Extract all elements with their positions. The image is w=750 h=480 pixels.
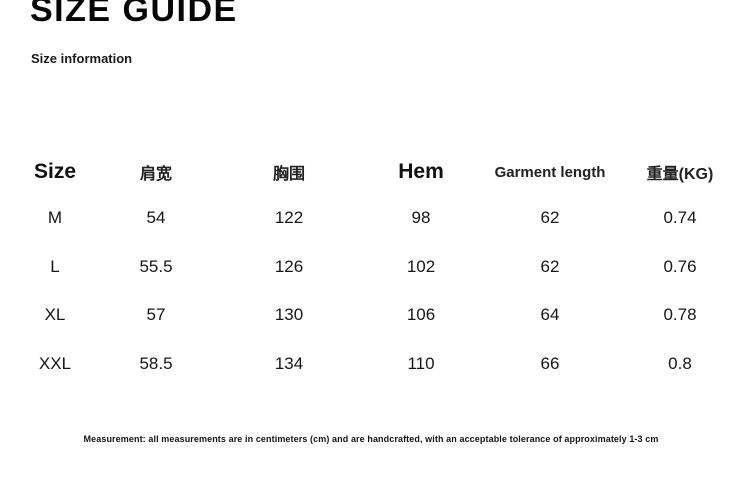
value-cell: 54 — [146, 208, 166, 228]
column-header-shoulder-width: 肩宽 — [139, 166, 172, 183]
value-cell: 98 — [411, 208, 431, 228]
value-cell: 58.5 — [139, 353, 173, 373]
value-cell: 126 — [274, 256, 304, 276]
column-header-chest: 胸围 — [272, 166, 305, 183]
value-cell: 64 — [540, 305, 560, 325]
column-header-size: Size — [33, 160, 77, 183]
value-cell: 0.74 — [663, 208, 697, 228]
value-cell: 130 — [274, 305, 304, 325]
column-header-weight-kg: 重量(KG) — [646, 166, 714, 183]
value-cell: 110 — [407, 353, 435, 373]
value-cell: 0.8 — [668, 353, 692, 373]
value-cell: 57 — [146, 305, 166, 325]
size-table: Size 肩宽 胸围 Hem Garment length 重量(KG) M 5… — [0, 150, 726, 388]
value-cell: 134 — [274, 353, 304, 373]
value-cell: 122 — [274, 208, 304, 228]
measurement-note: Measurement: all measurements are in cen… — [83, 434, 659, 444]
page-title: SIZE GUIDE — [30, 0, 238, 29]
value-cell: 55.5 — [139, 256, 173, 276]
size-label-xl: XL — [44, 305, 66, 325]
value-cell: 0.78 — [663, 305, 697, 325]
value-cell: 62 — [540, 256, 560, 276]
size-label-l: L — [50, 256, 60, 276]
value-cell: 62 — [540, 208, 560, 228]
value-cell: 102 — [406, 256, 436, 276]
section-subtitle: Size information — [31, 51, 133, 66]
value-cell: 106 — [406, 305, 436, 325]
size-label-m: M — [47, 208, 63, 228]
column-header-garment-length: Garment length — [494, 163, 606, 181]
value-cell: 66 — [540, 353, 560, 373]
size-label-xxl: XXL — [38, 353, 72, 373]
column-header-hem: Hem — [398, 160, 444, 183]
value-cell: 0.76 — [663, 256, 697, 276]
